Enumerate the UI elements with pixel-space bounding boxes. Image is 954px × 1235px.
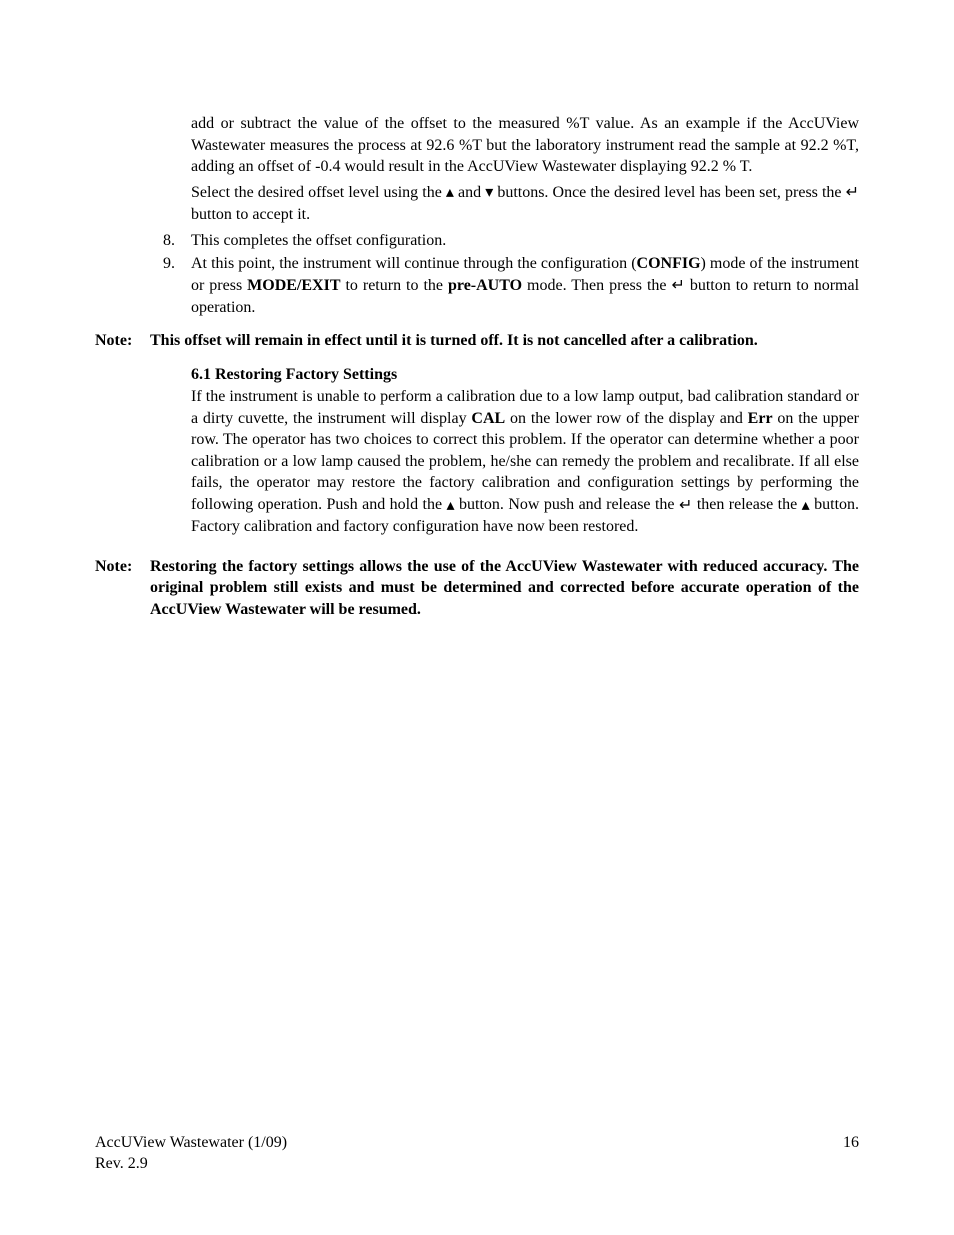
note-factory-reset: Note: Restoring the factory settings all… xyxy=(95,556,859,621)
indented-block-1: add or subtract the value of the offset … xyxy=(191,113,859,226)
up-arrow-icon: ▴ xyxy=(446,182,454,204)
config-bold: CONFIG xyxy=(637,255,701,272)
note-text: Restoring the factory settings allows th… xyxy=(150,556,859,621)
section-6-1: 6.1 Restoring Factory Settings If the in… xyxy=(191,366,859,538)
modeexit-bold: MODE/EXIT xyxy=(247,277,340,294)
err-bold: Err xyxy=(748,410,773,427)
note-offset-persist: Note: This offset will remain in effect … xyxy=(95,330,859,352)
page-footer: AccUView Wastewater (1/09) Rev. 2.9 16 xyxy=(95,1132,859,1175)
enter-icon: ↵ xyxy=(679,495,692,517)
text-frag: button to accept it. xyxy=(191,206,310,223)
heading-restoring-factory: 6.1 Restoring Factory Settings xyxy=(191,366,859,384)
text-frag: then release the xyxy=(692,496,801,513)
note-text: This offset will remain in effect until … xyxy=(150,330,859,352)
enter-icon: ↵ xyxy=(846,182,859,204)
list-block: 8. This completes the offset configurati… xyxy=(163,230,859,319)
footer-page-number: 16 xyxy=(843,1132,859,1175)
text-frag: Select the desired offset level using th… xyxy=(191,184,446,201)
text-frag: mode. Then press the xyxy=(522,277,671,294)
preauto-bold: pre-AUTO xyxy=(448,277,522,294)
list-number: 8. xyxy=(163,230,191,252)
up-arrow-icon: ▴ xyxy=(802,495,810,517)
list-text: At this point, the instrument will conti… xyxy=(191,253,859,318)
note-label: Note: xyxy=(95,556,150,621)
paragraph-select-offset: Select the desired offset level using th… xyxy=(191,182,859,226)
list-item-8: 8. This completes the offset configurati… xyxy=(163,230,859,252)
footer-doc-title: AccUView Wastewater (1/09) xyxy=(95,1132,287,1154)
text-frag: buttons. Once the desired level has been… xyxy=(493,184,845,201)
list-text: This completes the offset configuration. xyxy=(191,230,859,252)
page-content: add or subtract the value of the offset … xyxy=(0,0,954,620)
enter-icon: ↵ xyxy=(671,275,684,297)
paragraph-restoring-factory: If the instrument is unable to perform a… xyxy=(191,386,859,538)
note-label: Note: xyxy=(95,330,150,352)
footer-left: AccUView Wastewater (1/09) Rev. 2.9 xyxy=(95,1132,287,1175)
list-item-9: 9. At this point, the instrument will co… xyxy=(163,253,859,318)
text-frag: to return to the xyxy=(341,277,448,294)
text-frag: and xyxy=(454,184,485,201)
cal-bold: CAL xyxy=(471,410,505,427)
up-arrow-icon: ▴ xyxy=(447,495,455,517)
list-number: 9. xyxy=(163,253,191,318)
footer-revision: Rev. 2.9 xyxy=(95,1153,287,1175)
text-frag: At this point, the instrument will conti… xyxy=(191,255,637,272)
paragraph-offset-example: add or subtract the value of the offset … xyxy=(191,113,859,178)
text-frag: button. Now push and release the xyxy=(455,496,679,513)
text-frag: on the lower row of the display and xyxy=(505,410,748,427)
